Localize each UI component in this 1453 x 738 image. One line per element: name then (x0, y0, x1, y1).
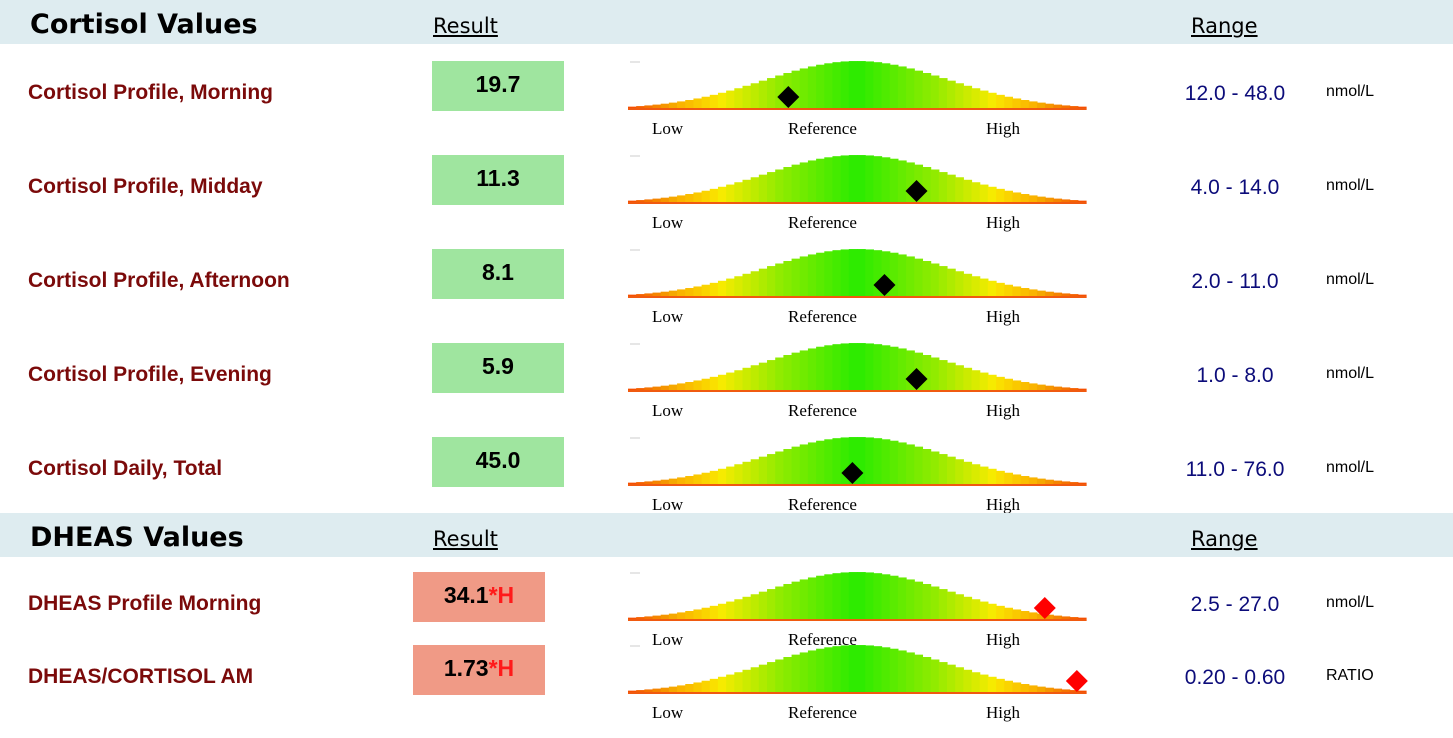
unit: nmol/L (1326, 271, 1375, 288)
result-marker (841, 462, 864, 484)
reference-gauge: Low Reference High (628, 645, 1088, 729)
unit: nmol/L (1326, 594, 1375, 611)
gauge-label-low: Low (652, 495, 684, 514)
reference-range: 12.0 - 48.0 (1184, 82, 1286, 105)
result-value-box: 11.3 (432, 155, 564, 205)
gauge-label-reference: Reference (788, 495, 857, 514)
test-name: Cortisol Profile, Afternoon (28, 269, 290, 292)
result-value: 19.7 (475, 71, 521, 97)
unit: nmol/L (1326, 459, 1375, 476)
range-column-heading: Range (1191, 14, 1258, 38)
reference-gauge: Low Reference High (628, 343, 1088, 427)
result-value: 11.3 (476, 165, 520, 191)
gauge-label-low: Low (652, 630, 684, 649)
gauge-label-reference: Reference (788, 119, 857, 138)
result-value: 5.9 (482, 353, 514, 379)
test-name: Cortisol Profile, Evening (28, 363, 272, 386)
gauge-label-low: Low (652, 119, 684, 138)
unit: nmol/L (1326, 177, 1375, 194)
gauge-label-reference: Reference (788, 213, 857, 232)
result-value: 45.0 (475, 447, 521, 473)
gauge-label-low: Low (652, 307, 684, 326)
bell-curve-graphic (628, 61, 1087, 110)
result-value: 1.73 (443, 655, 489, 681)
unit: RATIO (1326, 667, 1374, 684)
result-row: Cortisol Daily, Total 45.0 Low Reference H… (0, 437, 1453, 529)
result-value-box: 45.0 (432, 437, 564, 487)
bell-curve-graphic (628, 249, 1087, 298)
test-name: DHEAS Profile Morning (28, 592, 262, 615)
result-flag: *H (488, 582, 515, 608)
result-row: Cortisol Profile, Evening 5.9 Low Referen… (0, 343, 1453, 435)
gauge-label-high: High (986, 213, 1020, 232)
result-marker (873, 274, 896, 296)
reference-gauge: Low Reference High (628, 572, 1088, 656)
reference-gauge: Low Reference High (628, 61, 1088, 145)
result-marker (905, 368, 928, 390)
reference-range: 4.0 - 14.0 (1190, 176, 1280, 199)
result-value: 8.1 (482, 259, 514, 285)
reference-range: 1.0 - 8.0 (1196, 364, 1274, 387)
result-row: Cortisol Profile, Midday 11.3 Low Referen… (0, 155, 1453, 247)
gauge-label-high: High (986, 119, 1020, 138)
gauge-label-reference: Reference (788, 401, 857, 420)
reference-gauge: Low Reference High (628, 437, 1088, 521)
bell-curve-graphic (628, 645, 1088, 694)
result-marker (905, 180, 928, 202)
result-column-heading: Result (433, 14, 498, 38)
unit: nmol/L (1326, 83, 1375, 100)
section-header-cortisol: Cortisol Values Result Range (0, 0, 1453, 44)
gauge-label-high: High (986, 703, 1020, 722)
result-marker (1065, 670, 1088, 692)
section-header-dheas: DHEAS Values Result Range (0, 513, 1453, 557)
reference-range: 2.5 - 27.0 (1190, 593, 1280, 616)
gauge-label-reference: Reference (788, 630, 857, 649)
result-value-box: 5.9 (432, 343, 564, 393)
result-flag: *H (488, 655, 515, 681)
result-row: DHEAS Profile Morning 34.1*H Low Referenc… (0, 572, 1453, 664)
gauge-label-high: High (986, 630, 1020, 649)
section-title: DHEAS Values (30, 522, 244, 553)
unit: nmol/L (1326, 365, 1375, 382)
gauge-label-high: High (986, 401, 1020, 420)
gauge-label-low: Low (652, 703, 684, 722)
gauge-label-low: Low (652, 401, 684, 420)
result-marker (777, 86, 800, 108)
reference-range: 2.0 - 11.0 (1191, 270, 1279, 293)
gauge-label-low: Low (652, 213, 684, 232)
section-title: Cortisol Values (30, 9, 258, 40)
bell-curve-graphic (628, 343, 1087, 392)
bell-curve-graphic (628, 155, 1087, 204)
bell-curve-graphic (628, 572, 1087, 621)
gauge-label-high: High (986, 307, 1020, 326)
bell-curve-graphic (628, 437, 1087, 486)
result-value: 34.1 (443, 582, 489, 608)
result-value-box: 8.1 (432, 249, 564, 299)
gauge-label-reference: Reference (788, 307, 857, 326)
test-name: DHEAS/CORTISOL AM (28, 665, 254, 688)
reference-range: 0.20 - 0.60 (1184, 666, 1286, 689)
result-column-heading: Result (433, 527, 498, 551)
result-value-box: 1.73*H (413, 645, 545, 695)
result-marker (1033, 597, 1056, 619)
reference-gauge: Low Reference High (628, 249, 1088, 333)
result-row: Cortisol Profile, Morning 19.7 Low Refere… (0, 61, 1453, 153)
reference-range: 11.0 - 76.0 (1185, 458, 1285, 481)
gauge-label-reference: Reference (788, 703, 857, 722)
range-column-heading: Range (1191, 527, 1258, 551)
result-value-box: 19.7 (432, 61, 564, 111)
test-name: Cortisol Profile, Midday (28, 175, 263, 198)
result-value-box: 34.1*H (413, 572, 545, 622)
result-row: Cortisol Profile, Afternoon 8.1 Low Refer… (0, 249, 1453, 341)
result-row: DHEAS/CORTISOL AM 1.73*H Low Reference Hig… (0, 645, 1453, 737)
test-name: Cortisol Profile, Morning (28, 81, 273, 104)
test-name: Cortisol Daily, Total (28, 457, 223, 480)
reference-gauge: Low Reference High (628, 155, 1088, 239)
gauge-label-high: High (986, 495, 1020, 514)
